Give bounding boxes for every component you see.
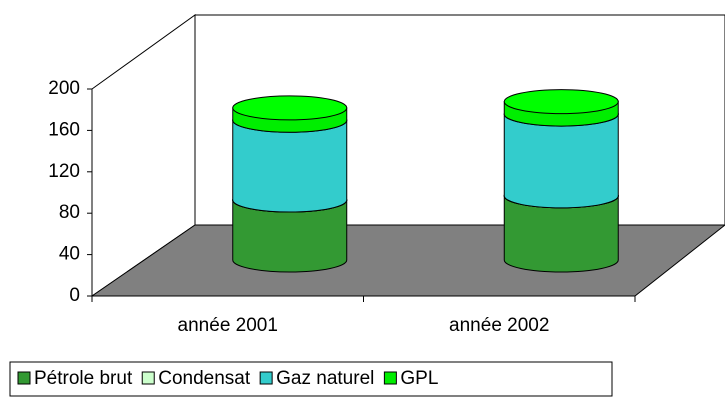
cylinder-segment [232,199,348,273]
legend-swatch [141,371,155,385]
cylinder-segment [232,119,348,213]
y-tick-label: 0 [69,285,80,306]
y-tick-label: 120 [48,161,80,182]
legend-swatch [383,371,397,385]
legend [9,361,613,397]
y-tick-label: 160 [48,119,80,140]
y-tick-label: 200 [48,78,80,99]
legend-label: Pétrole brut [34,368,133,389]
x-tick-label: année 2001 [178,315,278,336]
y-tick-label: 80 [59,202,80,223]
legend-swatch [259,371,273,385]
legend-label: Gaz naturel [276,368,374,389]
x-tick-label: année 2002 [449,315,549,336]
cylinder-segment [503,195,619,273]
cylinder-top [232,95,348,121]
legend-swatch [17,371,31,385]
cylinder-segment [503,113,619,209]
cylinder-top [503,89,619,115]
floor [90,224,725,297]
y-tick-label: 40 [59,244,80,265]
legend-label: GPL [400,368,438,389]
legend-label: Condensat [158,368,251,389]
